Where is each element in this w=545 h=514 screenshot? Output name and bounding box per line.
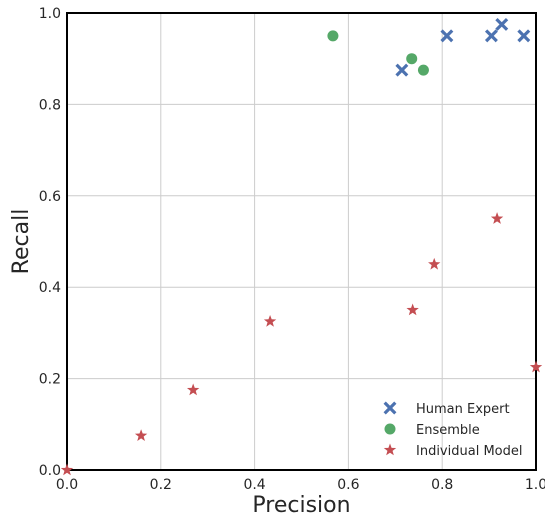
ensemble-point <box>327 30 339 42</box>
legend-marker-individual-model <box>383 443 397 456</box>
legend-label-individual-model: Individual Model <box>416 444 522 459</box>
x-tick-label: 1.0 <box>525 477 545 493</box>
human-expert-point <box>395 63 409 77</box>
data-points <box>60 17 543 476</box>
human-expert-point <box>484 29 498 43</box>
y-tick-label: 1.0 <box>39 6 61 22</box>
individual-model-point <box>529 360 543 373</box>
individual-model-point <box>263 314 277 327</box>
legend-label-ensemble: Ensemble <box>416 423 480 438</box>
human-expert-point <box>517 29 531 43</box>
individual-model-point <box>134 429 148 441</box>
human-expert-point <box>440 29 454 43</box>
x-tick-label: 0.4 <box>243 477 265 493</box>
y-tick-labels: 0.0 0.2 0.4 0.6 0.8 1.0 <box>39 6 61 479</box>
human-expert-point <box>495 17 509 31</box>
ensemble-point <box>406 53 418 65</box>
individual-model-point <box>186 383 200 396</box>
individual-model-point <box>490 212 504 224</box>
x-tick-label: 0.2 <box>150 477 172 493</box>
y-tick-label: 0.0 <box>39 463 61 479</box>
legend-marker-ensemble <box>384 423 396 435</box>
x-axis-label: Precision <box>252 493 350 514</box>
x-tick-label: 0.0 <box>56 477 78 493</box>
y-tick-label: 0.8 <box>39 97 61 113</box>
ensemble-point <box>417 64 429 76</box>
individual-model-point <box>428 257 441 270</box>
y-tick-label: 0.6 <box>39 189 61 205</box>
individual-model-point <box>60 463 74 476</box>
individual-model-point <box>406 303 419 316</box>
x-tick-labels: 0.0 0.2 0.4 0.6 0.8 1.0 <box>56 477 545 493</box>
y-tick-label: 0.4 <box>39 280 61 296</box>
x-tick-label: 0.8 <box>431 477 453 493</box>
x-tick-label: 0.6 <box>337 477 359 493</box>
plot-frame <box>66 12 537 471</box>
legend-label-human-expert: Human Expert <box>416 402 510 417</box>
y-axis-label: Recall <box>9 209 34 275</box>
legend-marker-human-expert <box>383 401 397 415</box>
legend: Human Expert Ensemble Individual Model <box>383 401 522 459</box>
y-tick-label: 0.2 <box>39 372 61 388</box>
